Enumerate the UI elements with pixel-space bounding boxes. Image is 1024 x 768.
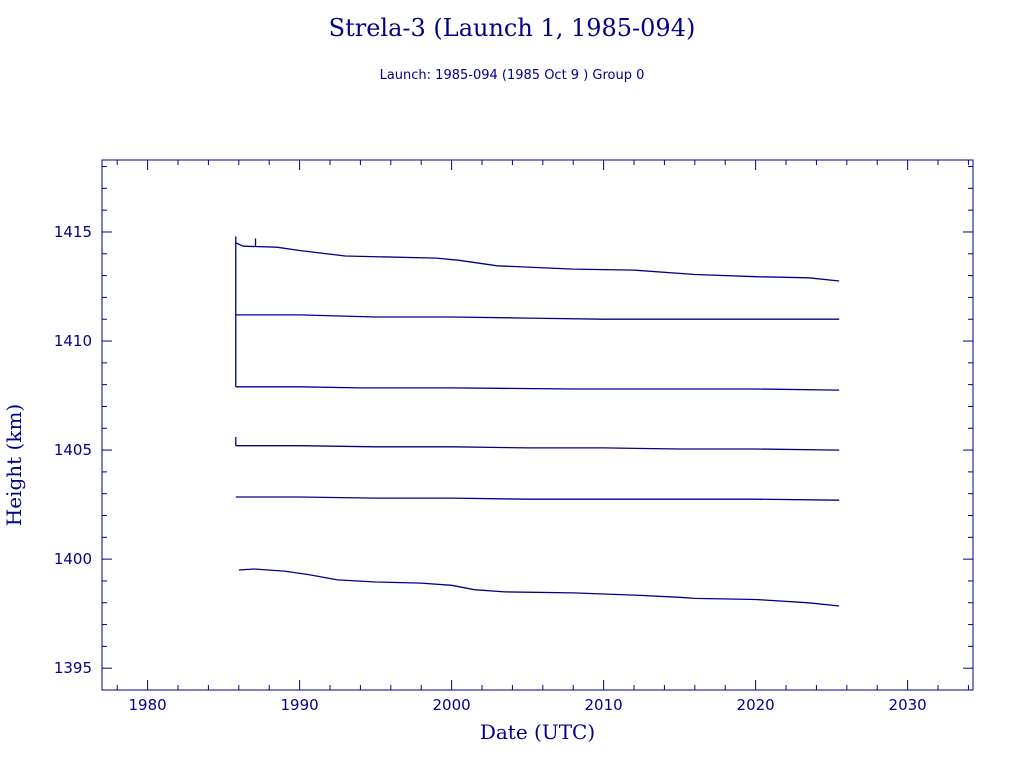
x-tick-label: 2000 <box>433 696 471 714</box>
y-tick-label: 1415 <box>54 223 92 241</box>
chart-subtitle: Launch: 1985-094 (1985 Oct 9 ) Group 0 <box>379 68 645 83</box>
y-tick-label: 1410 <box>54 332 92 350</box>
series-line-3 <box>235 386 840 391</box>
y-tick-label: 1395 <box>54 659 92 677</box>
series-line-1 <box>235 242 840 282</box>
tick-labels: 1980 1990 2000 2010 2020 2030 1395 1400 1405 1410… <box>54 223 927 714</box>
x-tick-label: 2030 <box>889 696 927 714</box>
axis-ticks <box>102 160 973 691</box>
x-axis-label: Date (UTC) <box>480 720 595 744</box>
series-line-6 <box>238 568 840 607</box>
y-tick-label: 1405 <box>54 441 92 459</box>
y-tick-label: 1400 <box>54 550 92 568</box>
series-line-2 <box>235 314 840 320</box>
y-axis-label: Height (km) <box>2 404 26 526</box>
series-group <box>235 236 840 607</box>
series-line-5 <box>235 496 840 501</box>
x-tick-label: 1990 <box>281 696 319 714</box>
plot-frame <box>101 159 974 691</box>
x-tick-label: 2020 <box>737 696 775 714</box>
x-tick-label: 2010 <box>585 696 623 714</box>
chart-title: Strela-3 (Launch 1, 1985-094) <box>328 14 696 42</box>
series-line-4 <box>235 445 840 451</box>
x-tick-label: 1980 <box>129 696 167 714</box>
